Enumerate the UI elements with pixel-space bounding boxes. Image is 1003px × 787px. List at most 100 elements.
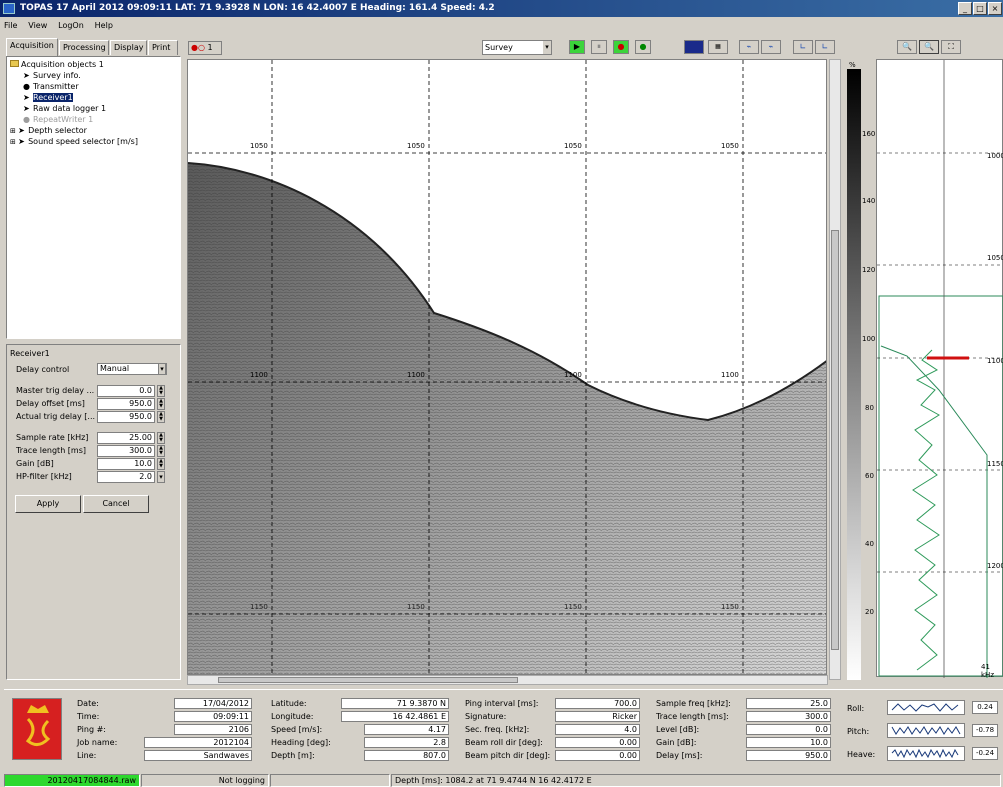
tree-root[interactable]: Acquisition objects 1 (10, 60, 104, 70)
arrow-cursor-icon: ➤ (23, 93, 30, 102)
info-value: 0.00 (555, 750, 640, 761)
grid-icon[interactable]: ▦ (708, 40, 728, 54)
motion-label: Pitch: (847, 727, 870, 736)
fit-icon[interactable]: ⛶ (941, 40, 961, 54)
actual-trig-delay-input[interactable]: 950.0 (97, 411, 155, 423)
tree-item-depth-selector[interactable]: ⊞ ➤ Depth selector (10, 126, 87, 135)
spinner[interactable]: ▲ ▼ (157, 458, 165, 470)
tree-item-raw-data-logger[interactable]: ➤ Raw data logger 1 (23, 104, 107, 113)
sound-speed-profile-panel[interactable]: 1000 1050 1100 1150 1200 41 kHz (876, 59, 1003, 679)
depth-label: 1100 (564, 371, 582, 379)
menu-help[interactable]: Help (94, 21, 113, 30)
expand-icon[interactable]: ⊞ (10, 127, 19, 135)
minimize-button[interactable]: _ (958, 2, 972, 15)
info-label: Sec. freq. [kHz]: (465, 725, 530, 734)
motion-label: Heave: (847, 750, 876, 759)
spinner[interactable]: ▲ ▼ (157, 445, 165, 457)
tab-display[interactable]: Display (110, 40, 147, 55)
info-value: 700.0 (555, 698, 640, 709)
arrow-cursor-icon: ➤ (23, 71, 30, 80)
seismic-plot[interactable]: 1050 1050 1050 1050 1100 1100 1100 1100 … (187, 59, 827, 675)
field-label: Gain [dB] (16, 459, 54, 468)
zoom-out-icon[interactable]: 🔍 (919, 40, 939, 54)
vertical-scrollbar[interactable] (829, 59, 841, 680)
info-label: Level [dB]: (656, 725, 700, 734)
info-value: 2.8 (364, 737, 449, 748)
frequency-label: 41 kHz (981, 663, 994, 679)
tree-item-survey-info[interactable]: ➤ Survey info. (23, 71, 81, 80)
menu-file[interactable]: File (4, 21, 18, 30)
seismic-image (188, 60, 826, 674)
dot-icon[interactable]: ● (635, 40, 651, 54)
info-label: Line: (77, 751, 97, 760)
spinner[interactable]: ▲ ▼ (157, 385, 165, 397)
pause-icon[interactable]: ⏸ (591, 40, 607, 54)
maximize-button[interactable]: □ (973, 2, 987, 15)
sample-rate-input[interactable]: 25.00 (97, 432, 155, 444)
spinner[interactable]: ▲ ▼ (157, 398, 165, 410)
depth-label: 1050 (407, 142, 425, 150)
status-spacer (270, 774, 390, 787)
color-palette-icon[interactable] (684, 40, 704, 54)
info-label: Beam roll dir [deg]: (465, 738, 543, 747)
mode-select[interactable]: Survey (482, 40, 552, 55)
apply-button[interactable]: Apply (15, 495, 81, 513)
wave-alt-icon[interactable]: ⌁ (761, 40, 781, 54)
menu-view[interactable]: View (28, 21, 48, 30)
zoom-in-icon[interactable]: 🔍 (897, 40, 917, 54)
dot-icon: ● (23, 115, 30, 124)
play-icon[interactable]: ▶ (569, 40, 585, 54)
field-label: Master trig delay ... (16, 386, 95, 395)
acquisition-tree[interactable]: Acquisition objects 1 ➤ Survey info. ● Tra… (6, 56, 181, 339)
roll-wave-graph (887, 700, 965, 715)
delay-control-select[interactable]: Manual (97, 363, 167, 375)
axis-alt-icon[interactable]: ∟ (815, 40, 835, 54)
channel-tab[interactable]: ●○ 1 (188, 41, 222, 55)
spinner[interactable]: ▲ ▼ (157, 411, 165, 423)
tab-processing[interactable]: Processing (59, 40, 109, 55)
info-value: 2012104 (144, 737, 252, 748)
wave-icon[interactable]: ⌁ (739, 40, 759, 54)
status-bar: 20120417084844.raw Not logging Depth [ms… (0, 774, 1003, 787)
tree-item-receiver1[interactable]: ➤ Receiver1 (23, 93, 73, 102)
expand-icon[interactable]: ⊞ (10, 138, 19, 146)
info-value: 950.0 (746, 750, 831, 761)
record-icon[interactable]: ● (613, 40, 629, 54)
horizontal-scrollbar[interactable] (187, 675, 828, 685)
spinner[interactable]: ▲ ▼ (157, 432, 165, 444)
chevron-down-icon[interactable]: ▾ (157, 471, 165, 483)
info-value: 4.17 (364, 724, 449, 735)
color-scale-axis: % 160 140 120 100 80 60 40 20 (841, 59, 875, 680)
trace-length-input[interactable]: 300.0 (97, 445, 155, 457)
scroll-thumb[interactable] (831, 230, 839, 650)
tree-item-repeatwriter[interactable]: ● RepeatWriter 1 (23, 115, 94, 124)
cancel-button[interactable]: Cancel (83, 495, 149, 513)
tab-print[interactable]: Print (148, 40, 178, 55)
gain-input[interactable]: 10.0 (97, 458, 155, 470)
axis-icon[interactable]: ∟ (793, 40, 813, 54)
delay-offset-input[interactable]: 950.0 (97, 398, 155, 410)
tree-item-sound-speed-selector[interactable]: ⊞ ➤ Sound speed selector [m/s] (10, 137, 138, 146)
hp-filter-select[interactable]: 2.0 (97, 471, 155, 483)
depth-readout: Depth [ms]: 1084.2 at 71 9.4744 N 16 42.… (391, 774, 1001, 787)
close-button[interactable]: × (988, 2, 1002, 15)
info-label: Heading [deg]: (271, 738, 331, 747)
scroll-thumb[interactable] (218, 677, 518, 683)
dot-icon: ● (23, 82, 30, 91)
tab-acquisition[interactable]: Acquisition (6, 38, 58, 56)
window-title: TOPAS 17 April 2012 09:09:11 LAT: 71 9.3… (20, 3, 495, 13)
info-label: Job name: (77, 738, 118, 747)
info-label: Date: (77, 699, 99, 708)
chevron-down-icon[interactable]: ▾ (158, 363, 166, 375)
field-label: Delay offset [ms] (16, 399, 85, 408)
title-bar: TOPAS 17 April 2012 09:09:11 LAT: 71 9.3… (0, 0, 1003, 17)
menu-logon[interactable]: LogOn (58, 21, 84, 30)
unit-label: % (849, 61, 856, 69)
master-trig-delay-input[interactable]: 0.0 (97, 385, 155, 397)
scale-tick: 60 (865, 472, 874, 480)
chevron-down-icon[interactable]: ▾ (543, 41, 551, 54)
color-scale-bar (847, 69, 861, 680)
scale-tick: 80 (865, 404, 874, 412)
pitch-value: -0.78 (972, 724, 998, 737)
tree-item-transmitter[interactable]: ● Transmitter (23, 82, 79, 91)
